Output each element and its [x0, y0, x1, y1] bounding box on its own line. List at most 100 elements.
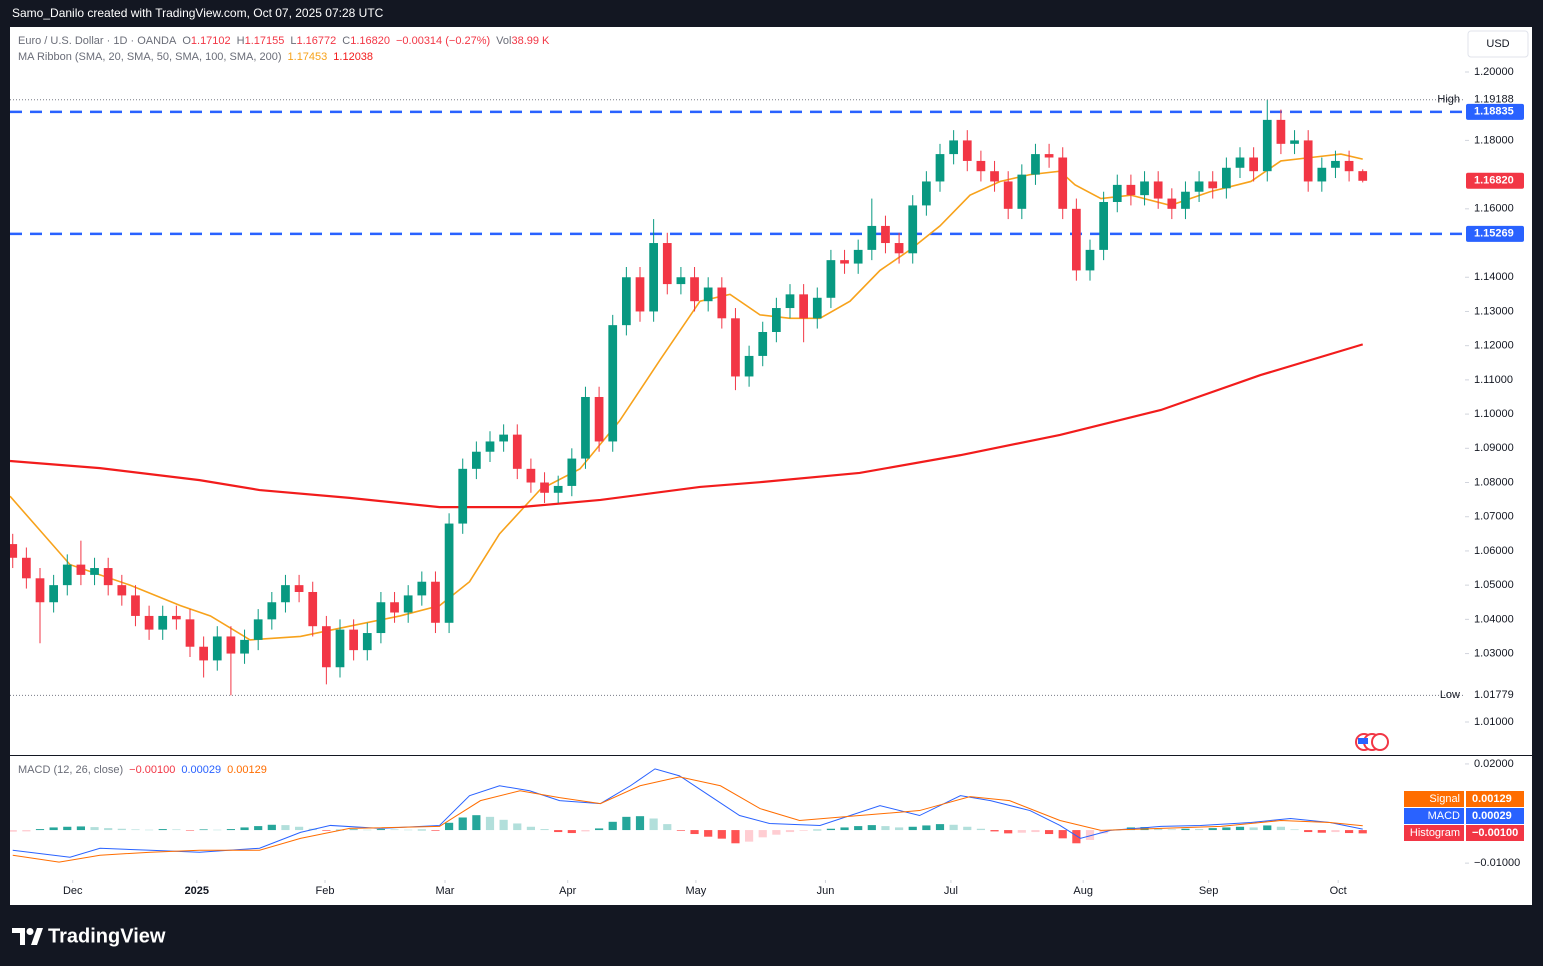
level-badge: [1466, 225, 1524, 242]
macd-pane: [10, 768, 1367, 863]
histogram-bar: [704, 830, 713, 837]
main-pane: [10, 99, 1465, 696]
x-tick-label: Oct: [1330, 885, 1347, 897]
candle-body: [390, 602, 399, 613]
candle-body: [35, 578, 45, 603]
candle-body: [1126, 184, 1136, 196]
y-tick-label: −0.01000: [1474, 857, 1520, 869]
candle-body: [1303, 140, 1313, 182]
histogram-bar: [867, 825, 876, 831]
histogram-bar: [199, 829, 208, 831]
histogram-bar: [158, 829, 167, 831]
candle-body: [472, 451, 481, 469]
candle-body: [1249, 157, 1258, 172]
candle-body: [458, 468, 468, 524]
candle-body: [990, 171, 999, 182]
candle-body: [690, 277, 699, 302]
histogram-bar: [1031, 830, 1040, 833]
candle-body: [1290, 140, 1299, 144]
y-tick-label: 1.11000: [1474, 374, 1513, 386]
candle-body: [512, 434, 522, 469]
ohlc-value: 1.16772: [296, 35, 337, 47]
y-tick-label: 1.18000: [1474, 134, 1514, 146]
histogram-bar: [1058, 830, 1067, 839]
y-tick-label: 1.07000: [1474, 511, 1514, 523]
candle-body: [703, 287, 713, 302]
indicator-value: 0.00029: [1472, 810, 1512, 822]
histogram-bar: [267, 824, 276, 831]
histogram-bar: [949, 824, 958, 831]
candle-body: [635, 277, 645, 312]
histogram-bar: [117, 828, 126, 831]
macd-value: 0.00029: [181, 764, 222, 776]
ohlc-item: H1.17155: [237, 35, 285, 47]
candle-body: [935, 154, 945, 182]
candle-body: [581, 396, 590, 459]
macd-legend: MACD (12, 26, close) −0.00100 0.00029 0.001…: [18, 764, 267, 776]
histogram-bar: [472, 815, 481, 831]
candle-body: [281, 585, 290, 603]
candle-body: [185, 619, 195, 647]
candle-body: [676, 277, 686, 285]
currency-button[interactable]: [1467, 30, 1529, 58]
candle-body: [90, 568, 99, 575]
candle-body: [881, 225, 890, 244]
histogram-bar: [540, 829, 549, 831]
histogram-bar: [526, 826, 535, 831]
candle-body: [362, 633, 372, 651]
histogram-bar: [1304, 830, 1313, 833]
y-tick-label: 1.08000: [1474, 476, 1514, 488]
candle-body: [553, 485, 563, 493]
candle-body: [649, 243, 658, 312]
candle-body: [662, 243, 672, 285]
candle-body: [499, 434, 508, 442]
candle-body: [1262, 119, 1272, 172]
candle-body: [976, 160, 986, 172]
histogram-bar: [513, 823, 522, 831]
histogram-bar: [1208, 828, 1217, 831]
candle-body: [772, 308, 781, 332]
low-text: Low: [1440, 689, 1460, 701]
histogram-bar: [376, 829, 385, 831]
ohlc-key: H: [236, 35, 245, 47]
ohlc-key: L: [290, 35, 297, 47]
candle-body: [1167, 198, 1177, 209]
histogram-bar: [881, 826, 890, 831]
candle-body: [785, 294, 795, 309]
histogram-bar: [213, 829, 222, 831]
histogram-bar: [854, 826, 863, 831]
indicator-name-badge: [1404, 825, 1464, 841]
y-tick-label: 1.05000: [1474, 579, 1514, 591]
histogram-bar: [295, 826, 304, 831]
histogram-bar: [1072, 830, 1081, 844]
candle-body: [1140, 181, 1149, 196]
candle-body: [103, 568, 113, 586]
change: −0.00314 (−0.27%): [395, 35, 491, 47]
histogram-bar: [976, 828, 985, 831]
y-tick-label: 1.04000: [1474, 613, 1514, 625]
histogram-bar: [63, 826, 72, 831]
histogram-bar: [131, 829, 140, 831]
candle-body: [376, 602, 386, 634]
x-tick-label: Jul: [944, 885, 958, 897]
histogram-bar: [22, 830, 31, 832]
candle-body: [1072, 208, 1081, 271]
ohlc-item: O1.17102: [182, 35, 230, 47]
chart-area: [10, 27, 1532, 905]
candle-body: [1031, 154, 1040, 175]
candle-body: [1194, 181, 1204, 192]
y-tick-label: 1.03000: [1474, 647, 1514, 659]
ohlc-value: 1.17102: [190, 35, 231, 47]
brand-name: TradingView: [48, 925, 166, 947]
histogram-bar: [431, 830, 440, 831]
histogram-bar: [608, 821, 617, 831]
candle-body: [1112, 184, 1122, 202]
candle-body: [349, 629, 358, 651]
ohlc-item: C1.16820: [342, 35, 390, 47]
currency-label[interactable]: USD: [1486, 38, 1509, 50]
histogram-bar: [1263, 825, 1272, 831]
histogram-bar: [76, 826, 85, 831]
level-label: 1.15269: [1474, 228, 1514, 240]
indicator-value: −0.00100: [1472, 827, 1518, 839]
